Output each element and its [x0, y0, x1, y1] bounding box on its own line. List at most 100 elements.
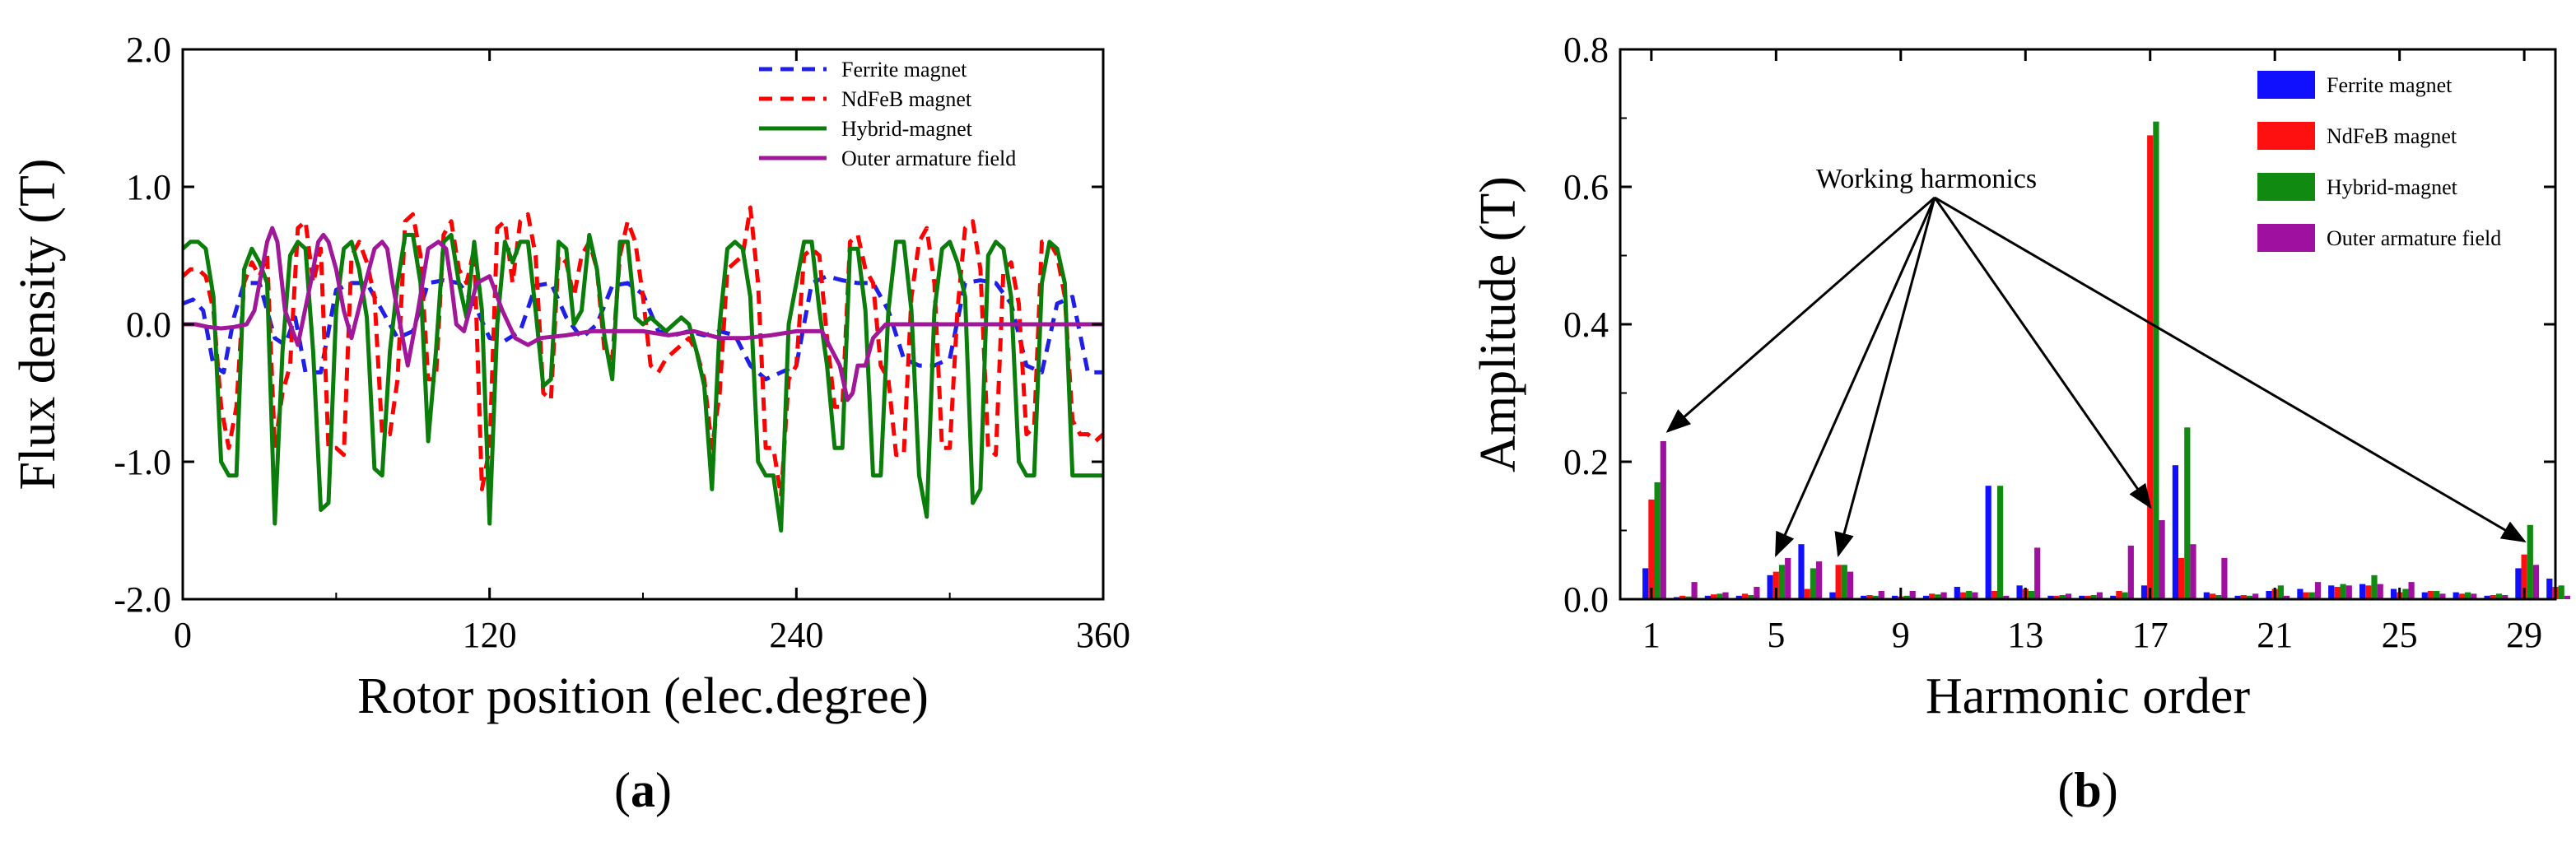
- bar-h12-hybrid-magnet: [1997, 486, 2004, 599]
- x-axis-label: Harmonic order: [1926, 668, 2251, 724]
- bar-h18-ferrite-magnet: [2172, 465, 2178, 599]
- bar-h13-outer-armature-field: [2034, 547, 2041, 599]
- bar-h11-hybrid-magnet: [1966, 591, 1973, 599]
- bar-h9-hybrid-magnet: [1903, 595, 1910, 599]
- bar-h25-ferrite-magnet: [2390, 588, 2397, 599]
- y-tick-label: 0.0: [126, 305, 171, 345]
- bar-h17-outer-armature-field: [2159, 520, 2165, 599]
- bar-h20-outer-armature-field: [2252, 593, 2259, 599]
- legend-swatch: [2257, 71, 2315, 99]
- bar-h26-ndfeb-magnet: [2427, 591, 2434, 599]
- bar-h21-ferrite-magnet: [2266, 591, 2272, 599]
- bar-h3-outer-armature-field: [1722, 592, 1729, 599]
- bar-h13-ferrite-magnet: [2016, 585, 2023, 599]
- x-axis-label: Rotor position (elec.degree): [357, 668, 929, 724]
- bar-h5-ndfeb-magnet: [1772, 571, 1779, 599]
- bar-h29-ndfeb-magnet: [2521, 554, 2527, 599]
- x-tick-label: 240: [769, 615, 823, 655]
- x-tick-label: 1: [1642, 615, 1661, 655]
- series-line-outer-armature-field: [183, 226, 1103, 402]
- panel-a-line-chart: 0 120 240 360 2.0 1.0 0.0 -1.0 -2.0 Rotor positio…: [10, 30, 1130, 817]
- y-tick-label: 1.0: [126, 167, 171, 207]
- legend-swatch: [2257, 224, 2315, 252]
- bar-h8-ferrite-magnet: [1861, 595, 1867, 599]
- bar-h6-ferrite-magnet: [1798, 544, 1805, 599]
- y-tick-label: -2.0: [114, 579, 171, 620]
- legend-label: Ferrite magnet: [841, 58, 967, 81]
- bar-h24-hybrid-magnet: [2371, 575, 2378, 599]
- bar-h11-ferrite-magnet: [1954, 587, 1960, 599]
- bar-h30-ferrite-magnet: [2546, 579, 2553, 599]
- x-tick-label: 0: [174, 615, 192, 655]
- bar-h23-ndfeb-magnet: [2334, 587, 2341, 599]
- bar-h9-ferrite-magnet: [1892, 595, 1898, 599]
- bar-h16-ndfeb-magnet: [2116, 591, 2122, 599]
- bar-h4-ferrite-magnet: [1735, 595, 1742, 599]
- annotation-label: Working harmonics: [1816, 164, 2037, 194]
- bar-h2-ndfeb-magnet: [1679, 595, 1686, 599]
- bar-h1-hybrid-magnet: [1654, 482, 1661, 599]
- y-tick-label: 0.8: [1563, 30, 1609, 70]
- bar-h11-outer-armature-field: [1972, 592, 1978, 599]
- bar-h3-ferrite-magnet: [1704, 595, 1711, 599]
- bar-h21-outer-armature-field: [2284, 595, 2290, 599]
- bar-h23-outer-armature-field: [2345, 585, 2352, 599]
- bar-h15-outer-armature-field: [2096, 592, 2103, 599]
- legend-label: Hybrid-magnet: [841, 117, 973, 141]
- bar-h15-ferrite-magnet: [2079, 595, 2085, 599]
- bar-h14-ndfeb-magnet: [2053, 595, 2060, 599]
- annotation-arrow: [1774, 197, 1936, 557]
- x-tick-label: 21: [2257, 615, 2293, 655]
- bar-h4-outer-armature-field: [1754, 587, 1760, 599]
- bar-h19-ferrite-magnet: [2203, 592, 2210, 599]
- bar-h6-outer-armature-field: [1816, 561, 1823, 599]
- bar-h28-ndfeb-magnet: [2490, 595, 2496, 599]
- series-line-ferrite-magnet: [183, 274, 1103, 382]
- y-axis-label: Amplitude (T): [1470, 176, 1526, 472]
- bar-h7-hybrid-magnet: [1841, 565, 1847, 600]
- legend-label: NdFeB magnet: [2327, 124, 2457, 148]
- bar-h26-hybrid-magnet: [2434, 591, 2440, 599]
- x-tick-label: 120: [463, 615, 517, 655]
- legend-label: Outer armature field: [841, 147, 1016, 170]
- bar-h20-ndfeb-magnet: [2240, 595, 2247, 599]
- bar-h1-outer-armature-field: [1660, 441, 1666, 599]
- bar-h25-outer-armature-field: [2408, 582, 2415, 599]
- x-tick-label: 13: [2007, 615, 2043, 655]
- bar-h7-ndfeb-magnet: [1835, 565, 1842, 600]
- bar-h6-ndfeb-magnet: [1804, 588, 1810, 599]
- bar-h3-hybrid-magnet: [1717, 593, 1723, 599]
- bar-h14-hybrid-magnet: [2059, 595, 2066, 599]
- bar-h19-ndfeb-magnet: [2209, 593, 2216, 599]
- bar-h8-outer-armature-field: [1878, 591, 1884, 599]
- x-tick-label: 17: [2132, 615, 2168, 655]
- bar-h18-ndfeb-magnet: [2178, 557, 2185, 599]
- bar-h17-ferrite-magnet: [2140, 585, 2148, 599]
- bar-h22-ndfeb-magnet: [2303, 592, 2309, 599]
- series-line-hybrid-magnet: [183, 232, 1103, 533]
- bar-h27-hybrid-magnet: [2465, 592, 2471, 599]
- bar-h10-ndfeb-magnet: [1929, 593, 1935, 599]
- bar-h22-hybrid-magnet: [2308, 592, 2315, 599]
- annotation-arrow: [1933, 197, 2152, 509]
- y-tick-label: 0.0: [1563, 579, 1609, 620]
- bar-h18-outer-armature-field: [2190, 544, 2196, 599]
- bar-h2-hybrid-magnet: [1685, 596, 1692, 599]
- bar-h27-outer-armature-field: [2471, 593, 2477, 599]
- x-tick-label: 9: [1892, 615, 1910, 655]
- y-tick-label: 2.0: [126, 30, 171, 70]
- bar-h10-ferrite-magnet: [1922, 595, 1930, 599]
- series-line-ndfeb-magnet: [183, 205, 1103, 499]
- bar-h17-hybrid-magnet: [2153, 121, 2159, 599]
- x-tick-label: 29: [2506, 615, 2542, 655]
- bar-h11-ndfeb-magnet: [1959, 592, 1967, 599]
- bar-h16-outer-armature-field: [2127, 545, 2134, 599]
- bar-h10-outer-armature-field: [1940, 592, 1947, 599]
- bar-h20-ferrite-magnet: [2234, 595, 2241, 599]
- bar-h3-ndfeb-magnet: [1711, 594, 1717, 599]
- bar-h29-ferrite-magnet: [2515, 568, 2522, 599]
- y-tick-label: 0.6: [1563, 167, 1609, 207]
- bar-h16-ferrite-magnet: [2110, 595, 2117, 599]
- x-tick-label: 360: [1076, 615, 1130, 655]
